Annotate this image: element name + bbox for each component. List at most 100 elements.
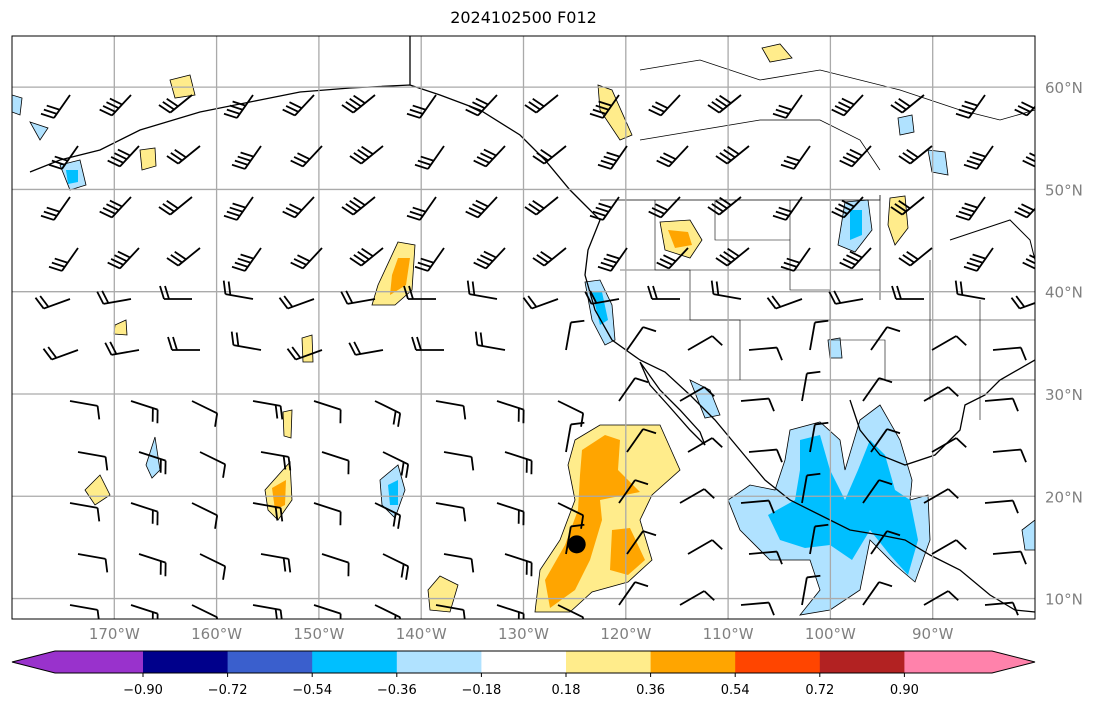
wind-barb bbox=[1022, 247, 1035, 270]
wind-barb bbox=[107, 145, 140, 168]
wind-barb bbox=[715, 145, 750, 165]
wind-barb bbox=[48, 247, 79, 272]
storm-center-marker bbox=[567, 535, 586, 554]
wind-barb bbox=[443, 553, 475, 573]
wind-barb bbox=[931, 335, 967, 351]
lat-tick-label: 10°N bbox=[1045, 591, 1083, 609]
wind-barb bbox=[898, 247, 933, 267]
lon-tick-label: 130°W bbox=[498, 625, 549, 643]
wind-barb bbox=[687, 437, 723, 453]
colorbar-segment bbox=[819, 651, 905, 673]
wind-barb bbox=[340, 290, 376, 305]
wind-barb bbox=[48, 145, 79, 170]
lat-tick-label: 60°N bbox=[1045, 79, 1083, 97]
colorbar-tick-label: −0.36 bbox=[377, 683, 417, 698]
wind-barb bbox=[647, 285, 680, 300]
wind-barb bbox=[565, 523, 585, 555]
wind-barb bbox=[597, 247, 628, 272]
wind-barb bbox=[252, 502, 284, 522]
wind-barb bbox=[40, 196, 71, 221]
wind-barb bbox=[809, 319, 829, 351]
wind-barb bbox=[1022, 145, 1035, 168]
wind-barb bbox=[382, 451, 410, 478]
wind-barb bbox=[565, 319, 585, 351]
wind-barb bbox=[707, 196, 742, 216]
colorbar-segment bbox=[566, 651, 652, 673]
wind-barb bbox=[69, 502, 101, 522]
wind-barb bbox=[557, 502, 585, 529]
wind-barb bbox=[679, 386, 715, 402]
wind-barb bbox=[984, 397, 1019, 412]
wind-barb bbox=[138, 553, 167, 577]
colorbar: −0.90 −0.72 −0.54 −0.36 −0.18 0.18 0.36 0.54 0.7… bbox=[11, 650, 1036, 698]
wind-barb bbox=[496, 400, 525, 424]
wind-barb bbox=[191, 502, 219, 529]
wind-barb bbox=[104, 341, 140, 356]
wind-barb bbox=[828, 290, 864, 305]
wind-barb bbox=[166, 247, 201, 267]
wind-barb bbox=[923, 386, 959, 402]
colorbar-segment bbox=[481, 651, 567, 673]
wind-barb bbox=[341, 94, 376, 114]
wind-barb bbox=[1054, 318, 1072, 352]
wind-barb bbox=[374, 400, 402, 427]
wind-barb bbox=[40, 94, 71, 119]
wind-barbs bbox=[34, 94, 1072, 619]
wind-barb bbox=[191, 604, 219, 619]
wind-barb bbox=[286, 346, 323, 361]
wind-barb bbox=[465, 196, 498, 219]
wind-barb bbox=[321, 451, 350, 475]
wind-barb bbox=[77, 451, 109, 471]
lon-tick-label: 150°W bbox=[293, 625, 344, 643]
lon-tick-label: 170°W bbox=[89, 625, 140, 643]
colorbar-outline bbox=[11, 650, 1036, 674]
wind-barb bbox=[191, 400, 219, 427]
wind-barb bbox=[687, 539, 723, 555]
colorbar-tick-label: −0.18 bbox=[461, 683, 501, 698]
wind-barb bbox=[710, 280, 742, 300]
wind-barb bbox=[923, 590, 959, 606]
wind-barb bbox=[504, 553, 533, 577]
wind-barb bbox=[923, 488, 959, 504]
wind-barb bbox=[656, 247, 689, 270]
wind-barb bbox=[341, 196, 376, 216]
wind-barb bbox=[597, 145, 628, 170]
lon-tick-label: 120°W bbox=[600, 625, 651, 643]
wind-barb bbox=[890, 196, 925, 216]
wind-barb bbox=[648, 196, 681, 219]
wind-barb bbox=[466, 280, 498, 300]
wind-barb bbox=[473, 247, 506, 270]
wind-barb bbox=[809, 523, 829, 555]
wind-barb bbox=[406, 196, 437, 221]
wind-barb bbox=[166, 145, 201, 165]
wind-barb bbox=[687, 335, 723, 351]
wind-barb bbox=[1010, 295, 1035, 310]
map-title: 2024102500 F012 bbox=[450, 8, 597, 27]
latitude-ticks: 10°N 20°N 30°N 40°N 50°N 60°N bbox=[1045, 79, 1083, 608]
wind-barb bbox=[618, 479, 649, 504]
wind-barb bbox=[565, 421, 585, 453]
wind-barb bbox=[931, 539, 967, 555]
wind-barb bbox=[313, 400, 342, 424]
wind-barb bbox=[862, 581, 893, 606]
wind-barb bbox=[809, 421, 829, 453]
wind-barb bbox=[138, 451, 167, 475]
wind-barb bbox=[870, 530, 901, 555]
gridlines bbox=[12, 36, 1035, 619]
wind-barb bbox=[99, 196, 132, 219]
wind-barb bbox=[890, 94, 925, 114]
wind-barb bbox=[1014, 94, 1035, 117]
wind-barb bbox=[99, 94, 132, 117]
wind-barb bbox=[618, 581, 649, 606]
wind-barb bbox=[831, 196, 864, 219]
wind-barb bbox=[963, 145, 994, 170]
wind-barb bbox=[374, 604, 402, 619]
wind-barb bbox=[524, 94, 559, 114]
wind-barb bbox=[992, 448, 1027, 463]
wind-barb bbox=[648, 94, 681, 117]
wind-barb bbox=[839, 145, 872, 168]
lon-tick-label: 140°W bbox=[396, 625, 447, 643]
wind-barb bbox=[1054, 420, 1072, 454]
wind-barb bbox=[77, 553, 109, 573]
wind-barb bbox=[748, 346, 783, 361]
